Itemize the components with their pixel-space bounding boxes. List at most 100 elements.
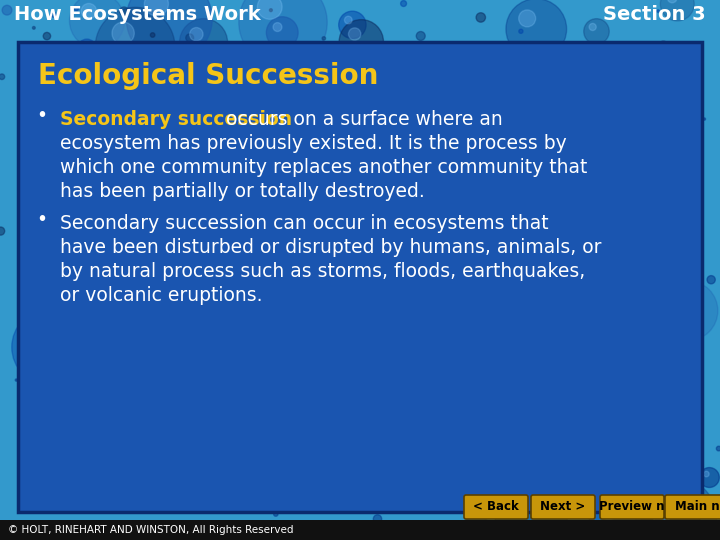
Circle shape xyxy=(285,345,290,350)
Circle shape xyxy=(68,376,73,382)
Circle shape xyxy=(76,379,81,384)
Circle shape xyxy=(467,523,476,533)
Circle shape xyxy=(40,454,45,458)
Circle shape xyxy=(126,0,212,62)
Circle shape xyxy=(145,0,168,16)
Circle shape xyxy=(39,130,94,184)
Circle shape xyxy=(280,412,342,474)
Circle shape xyxy=(452,143,519,211)
Circle shape xyxy=(232,461,234,464)
Circle shape xyxy=(248,54,260,65)
Circle shape xyxy=(431,167,467,203)
Text: Main n: Main n xyxy=(675,501,719,514)
Circle shape xyxy=(269,9,272,11)
Circle shape xyxy=(530,522,536,528)
Text: Section 3: Section 3 xyxy=(603,4,706,24)
Circle shape xyxy=(163,227,189,252)
Circle shape xyxy=(499,408,567,475)
Text: ecosystem has previously existed. It is the process by: ecosystem has previously existed. It is … xyxy=(60,134,567,153)
Circle shape xyxy=(601,504,616,520)
Circle shape xyxy=(489,491,495,498)
Circle shape xyxy=(410,157,419,166)
Circle shape xyxy=(87,286,166,364)
Circle shape xyxy=(91,417,100,426)
Circle shape xyxy=(631,77,654,100)
Circle shape xyxy=(428,200,434,206)
Circle shape xyxy=(41,104,55,117)
Circle shape xyxy=(295,127,317,149)
Circle shape xyxy=(505,381,534,410)
Circle shape xyxy=(45,77,50,83)
Circle shape xyxy=(210,386,233,409)
Circle shape xyxy=(273,23,282,31)
Text: which one community replaces another community that: which one community replaces another com… xyxy=(60,158,588,177)
Circle shape xyxy=(352,183,387,218)
Circle shape xyxy=(108,156,116,163)
Circle shape xyxy=(49,423,56,430)
Circle shape xyxy=(130,106,132,109)
Circle shape xyxy=(256,268,268,281)
Circle shape xyxy=(49,409,58,418)
Circle shape xyxy=(567,229,595,257)
Circle shape xyxy=(344,16,352,24)
Circle shape xyxy=(240,216,317,293)
Circle shape xyxy=(303,153,307,158)
Circle shape xyxy=(636,82,642,88)
Circle shape xyxy=(589,23,596,31)
Text: Ecological Succession: Ecological Succession xyxy=(38,62,379,90)
Circle shape xyxy=(716,446,720,451)
Circle shape xyxy=(215,390,222,397)
Text: Next >: Next > xyxy=(541,501,585,514)
Circle shape xyxy=(539,215,577,254)
Circle shape xyxy=(36,321,43,329)
Circle shape xyxy=(684,179,693,188)
Circle shape xyxy=(640,496,701,540)
Text: How Ecosystems Work: How Ecosystems Work xyxy=(14,4,261,24)
Circle shape xyxy=(277,275,298,295)
Circle shape xyxy=(31,94,79,143)
Circle shape xyxy=(608,422,615,428)
Circle shape xyxy=(104,300,126,322)
Circle shape xyxy=(277,455,284,462)
Circle shape xyxy=(44,76,51,83)
Circle shape xyxy=(578,401,583,406)
Circle shape xyxy=(534,176,537,180)
Circle shape xyxy=(372,433,376,437)
Circle shape xyxy=(50,12,56,17)
Circle shape xyxy=(179,333,181,336)
Text: have been disturbed or disrupted by humans, animals, or: have been disturbed or disrupted by huma… xyxy=(60,238,601,257)
Circle shape xyxy=(262,261,336,335)
Circle shape xyxy=(670,292,688,308)
Circle shape xyxy=(526,65,531,70)
Circle shape xyxy=(266,17,298,49)
Circle shape xyxy=(526,163,540,177)
Circle shape xyxy=(37,450,55,468)
Circle shape xyxy=(230,118,285,172)
Circle shape xyxy=(62,224,71,233)
Circle shape xyxy=(546,447,568,468)
Circle shape xyxy=(506,0,567,59)
Circle shape xyxy=(225,86,234,96)
Text: occurs on a surface where an: occurs on a surface where an xyxy=(220,110,503,129)
Circle shape xyxy=(78,39,96,57)
Circle shape xyxy=(312,471,316,475)
Circle shape xyxy=(476,13,485,22)
Circle shape xyxy=(53,82,106,135)
Circle shape xyxy=(124,44,133,53)
Circle shape xyxy=(189,28,203,41)
Circle shape xyxy=(12,309,88,385)
Circle shape xyxy=(696,341,698,344)
Circle shape xyxy=(322,37,325,40)
Circle shape xyxy=(95,8,175,87)
Circle shape xyxy=(519,29,523,33)
Circle shape xyxy=(557,402,564,409)
Circle shape xyxy=(269,246,278,254)
Text: •: • xyxy=(36,210,47,229)
Circle shape xyxy=(240,124,242,126)
Circle shape xyxy=(398,375,412,389)
Circle shape xyxy=(531,433,608,510)
Circle shape xyxy=(55,218,87,250)
Circle shape xyxy=(338,150,359,171)
Circle shape xyxy=(148,381,151,384)
Circle shape xyxy=(119,369,122,372)
